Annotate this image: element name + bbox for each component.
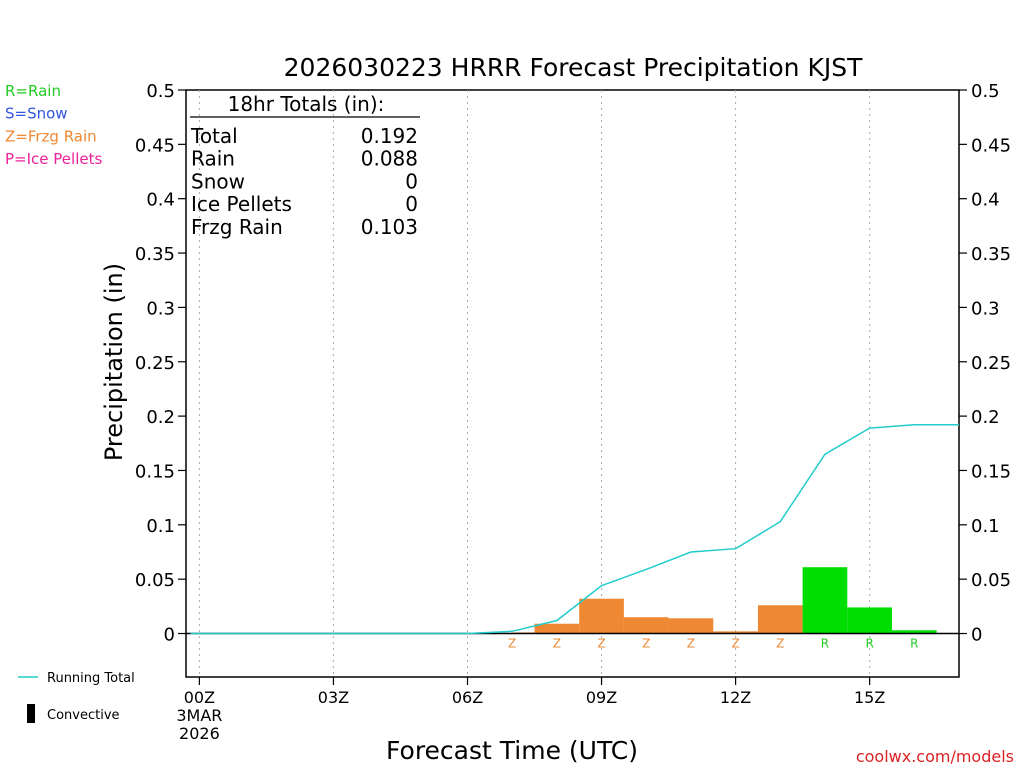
bar-3	[623, 617, 669, 634]
y-tick-label-left-9: 0.05	[135, 570, 175, 591]
legend-type-3: P=Ice Pellets	[5, 150, 102, 168]
type-label-6: Z	[776, 637, 784, 651]
y-tick-label-right-4: 0.3	[971, 298, 1000, 319]
totals-header: 18hr Totals (in):	[228, 92, 385, 116]
plot-frame	[185, 89, 960, 678]
type-legend: R=Rain S=Snow Z=Frzg Rain P=Ice Pellets	[5, 82, 102, 168]
type-label-8: R	[865, 637, 873, 651]
x-tick-label-2: 06Z	[452, 688, 483, 707]
x-axis-label: Forecast Time (UTC)	[386, 736, 638, 765]
x-date-label: 3MAR	[176, 706, 222, 725]
y-tick-label-right-6: 0.2	[971, 407, 1000, 428]
type-label-0: Z	[508, 637, 516, 651]
bar-2	[579, 598, 624, 634]
x-tick-label-0: 00Z	[184, 688, 215, 707]
totals-row-value: 0	[405, 192, 418, 216]
y-tick-label-left-4: 0.3	[146, 298, 175, 319]
y-tick-label-left-1: 0.45	[135, 135, 175, 156]
legend-type-2: Z=Frzg Rain	[5, 127, 97, 145]
y-tick-label-right-7: 0.15	[971, 461, 1011, 482]
line-legend: Running Total Convective	[18, 671, 135, 723]
totals-row-label: Ice Pellets	[191, 192, 292, 216]
y-tick-label-right-8: 0.1	[971, 516, 1000, 537]
type-label-4: Z	[687, 637, 695, 651]
totals-row-label: Frzg Rain	[191, 215, 283, 239]
y-tick-label-left-0: 0.5	[146, 81, 175, 102]
type-label-5: Z	[731, 637, 739, 651]
running-total-line	[190, 424, 959, 635]
convective-swatch	[27, 704, 35, 723]
type-label-9: R	[910, 637, 918, 651]
x-year-label: 2026	[179, 724, 220, 743]
y-tick-label-left-7: 0.15	[135, 461, 175, 482]
totals-row-value: 0	[405, 169, 418, 193]
precip-bars	[512, 567, 937, 634]
totals-row-label: Snow	[191, 169, 245, 193]
credit-text: coolwx.com/models	[856, 747, 1014, 766]
bar-6	[757, 605, 803, 634]
y-tick-label-right-5: 0.25	[971, 353, 1011, 374]
grid-lines	[198, 90, 871, 677]
totals-row-value: 0.103	[361, 215, 418, 239]
y-tick-label-right-10: 0	[971, 625, 982, 646]
running-total-label: Running Total	[47, 671, 135, 686]
y-axis-label: Precipitation (in)	[100, 263, 128, 461]
x-tick-label-5: 15Z	[854, 688, 885, 707]
y-tick-label-left-2: 0.4	[146, 190, 175, 211]
y-tick-label-left-10: 0	[164, 625, 175, 646]
type-label-7: R	[821, 637, 829, 651]
convective-label: Convective	[47, 708, 120, 723]
bar-7	[802, 567, 848, 634]
x-tick-label-3: 09Z	[586, 688, 617, 707]
legend-type-0: R=Rain	[5, 82, 61, 100]
bar-4	[668, 618, 714, 634]
y-tick-label-left-3: 0.35	[135, 244, 175, 265]
y-axis-left: 0.5 0.45 0.4 0.35 0.3 0.25 0.2 0.15 0.1 0.05 0	[135, 81, 186, 646]
bar-5	[713, 631, 758, 634]
totals-row-value: 0.192	[361, 124, 418, 148]
type-label-3: Z	[642, 637, 650, 651]
y-tick-label-right-0: 0.5	[971, 81, 1000, 102]
y-tick-label-right-3: 0.35	[971, 244, 1011, 265]
y-tick-label-left-5: 0.25	[135, 353, 175, 374]
y-axis-right: 0.5 0.45 0.4 0.35 0.3 0.25 0.2 0.15 0.1 0.05 0	[959, 81, 1011, 646]
totals-row-label: Total	[190, 124, 238, 148]
chart-title: 2026030223 HRRR Forecast Precipitation K…	[284, 53, 863, 82]
legend-type-1: S=Snow	[5, 105, 68, 123]
bar-1	[534, 623, 580, 634]
y-tick-label-right-2: 0.4	[971, 190, 1000, 211]
bar-9	[891, 630, 937, 634]
totals-box: 18hr Totals (in): Total 0.192 Rain 0.088 Sno…	[190, 92, 420, 239]
x-tick-label-4: 12Z	[720, 688, 751, 707]
y-tick-label-left-6: 0.2	[146, 407, 175, 428]
y-tick-label-right-9: 0.05	[971, 570, 1011, 591]
x-tick-label-1: 03Z	[318, 688, 349, 707]
type-label-2: Z	[597, 637, 605, 651]
totals-row-label: Rain	[191, 147, 235, 171]
bar-8	[847, 607, 892, 634]
type-label-1: Z	[553, 637, 561, 651]
y-tick-label-right-1: 0.45	[971, 135, 1011, 156]
totals-row-value: 0.088	[361, 147, 418, 171]
y-tick-label-left-8: 0.1	[146, 516, 175, 537]
